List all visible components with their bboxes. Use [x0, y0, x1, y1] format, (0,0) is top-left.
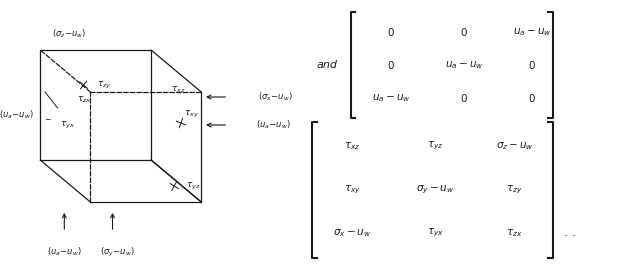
Text: . .: . . [564, 226, 576, 239]
Text: $(\sigma_x\!-\!u_w)$: $(\sigma_x\!-\!u_w)$ [258, 91, 293, 103]
Text: $0$: $0$ [387, 26, 395, 38]
Text: $\tau_{xy}$: $\tau_{xy}$ [344, 184, 361, 196]
Text: $(\sigma_y\!-\!u_w)$: $(\sigma_y\!-\!u_w)$ [100, 245, 135, 259]
Text: $0$: $0$ [387, 59, 395, 71]
Text: $\tau_{yz}$: $\tau_{yz}$ [427, 140, 444, 152]
Text: $\tau_{zx}$: $\tau_{zx}$ [506, 227, 523, 239]
Text: $\sigma_y - u_w$: $\sigma_y - u_w$ [417, 184, 455, 196]
Text: $0$: $0$ [528, 92, 536, 104]
Text: $\tau_{xy}$: $\tau_{xy}$ [184, 108, 199, 119]
Text: $u_a - u_w$: $u_a - u_w$ [445, 59, 484, 71]
Text: $0$: $0$ [460, 26, 468, 38]
Text: $\tau_{zy}$: $\tau_{zy}$ [506, 184, 523, 196]
Text: $(u_a\!-\!u_w)$: $(u_a\!-\!u_w)$ [0, 109, 34, 121]
Text: $0$: $0$ [528, 59, 536, 71]
Text: and: and [317, 60, 338, 70]
Text: $\tau_{xz}$: $\tau_{xz}$ [344, 140, 361, 152]
Text: $\tau_{zx}$: $\tau_{zx}$ [77, 95, 92, 105]
Text: $\tau_{yz}$: $\tau_{yz}$ [186, 180, 200, 192]
Text: $-$: $-$ [44, 114, 52, 122]
Text: $\tau_{yx}$: $\tau_{yx}$ [60, 119, 74, 130]
Text: $u_a - u_w$: $u_a - u_w$ [513, 26, 551, 38]
Text: $\sigma_z - u_w$: $\sigma_z - u_w$ [495, 140, 534, 152]
Text: $(u_a\!-\!u_w)$: $(u_a\!-\!u_w)$ [256, 119, 291, 131]
Text: $\tau_{zy}$: $\tau_{zy}$ [97, 79, 112, 91]
Text: $(\sigma_z\!-\!u_w)$: $(\sigma_z\!-\!u_w)$ [52, 28, 86, 40]
Text: $(u_a\!-\!u_w)$: $(u_a\!-\!u_w)$ [47, 246, 82, 258]
Text: $0$: $0$ [460, 92, 468, 104]
Text: $u_a - u_w$: $u_a - u_w$ [372, 92, 410, 104]
Text: $\tau_{xz}$: $\tau_{xz}$ [171, 85, 186, 95]
Text: $\sigma_x - u_w$: $\sigma_x - u_w$ [333, 227, 372, 239]
Text: $\tau_{yx}$: $\tau_{yx}$ [427, 227, 444, 239]
